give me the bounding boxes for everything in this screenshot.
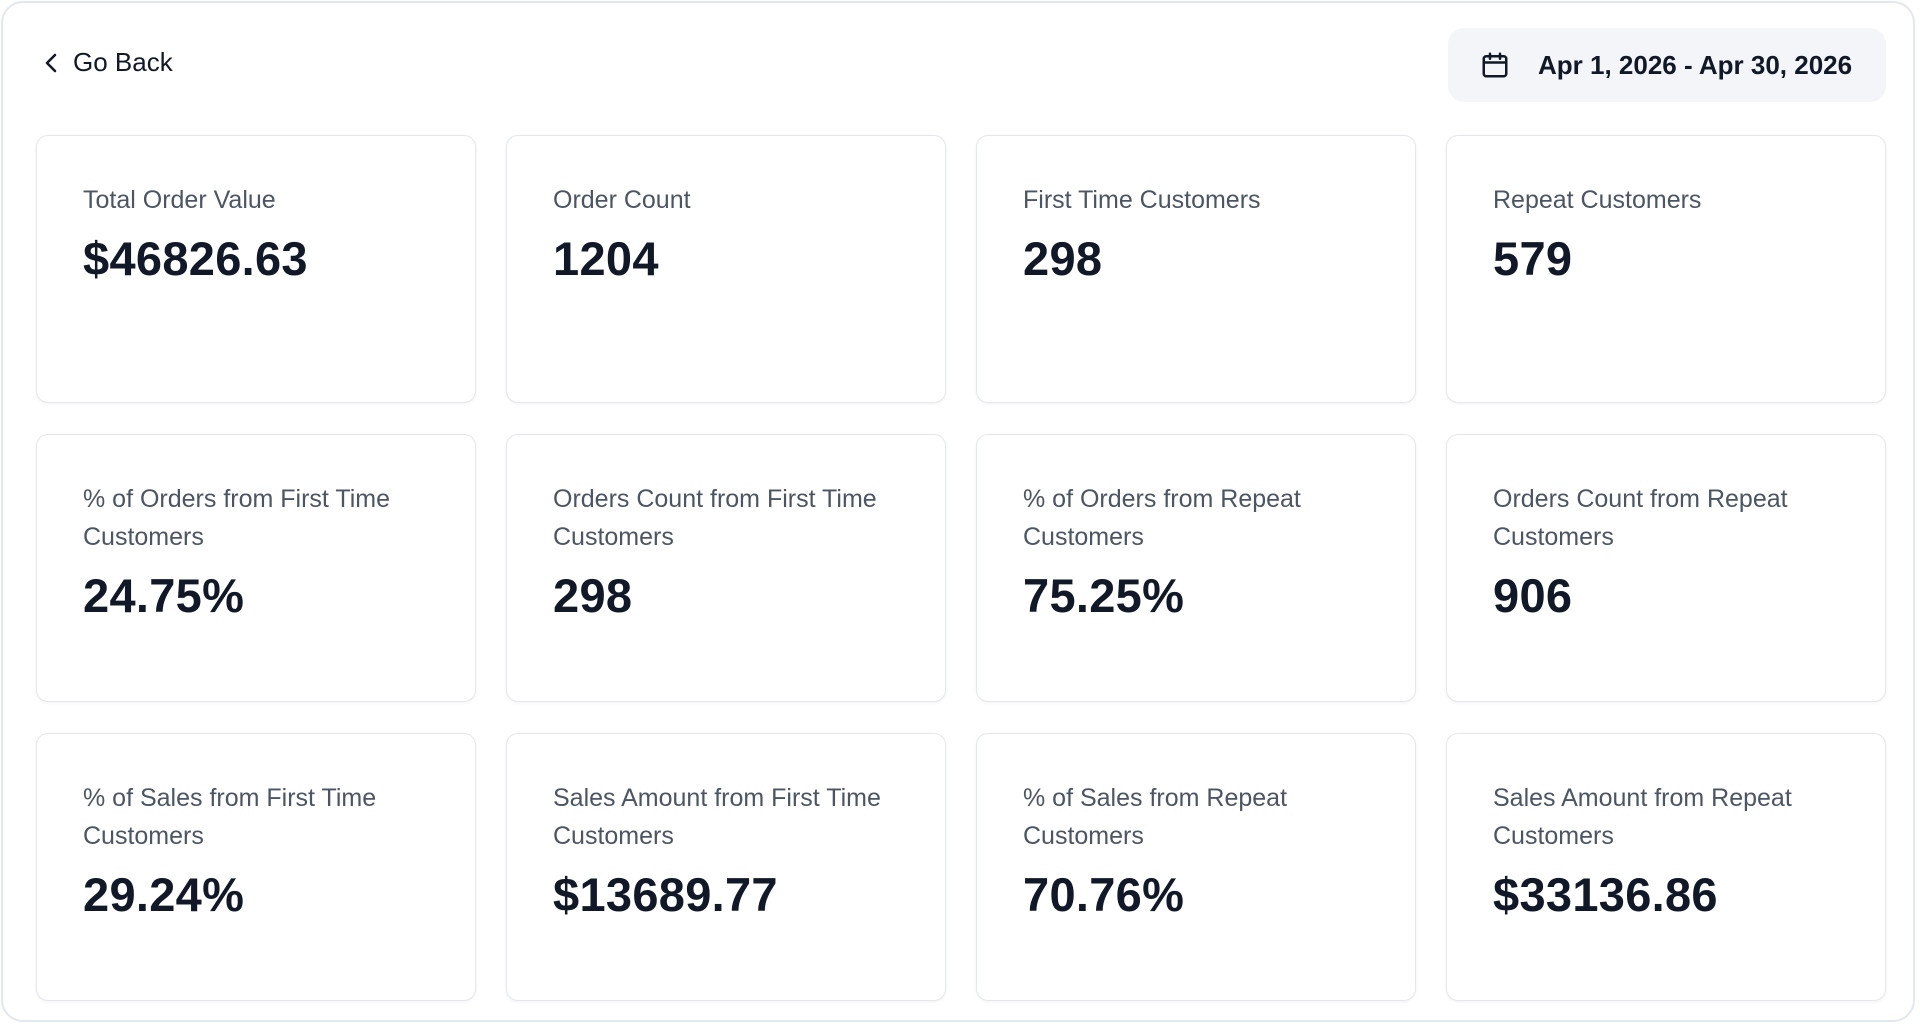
metric-label: % of Sales from First Time Customers [83,784,377,850]
metric-card: % of Sales from Repeat Customers 70.76% [976,733,1416,1001]
metric-value: 75.25% [1023,569,1185,622]
metric-label: First Time Customers [1023,186,1261,214]
metric-card: % of Orders from Repeat Customers 75.25% [976,434,1416,702]
metric-card: Orders Count from Repeat Customers 906 [1446,434,1886,702]
metric-label: Sales Amount from Repeat Customers [1493,784,1792,850]
metric-label: Order Count [553,186,691,214]
metric-value: $46826.63 [83,232,308,285]
metric-label: Sales Amount from First Time Customers [553,784,881,850]
date-range-label: Apr 1, 2026 - Apr 30, 2026 [1538,49,1853,80]
metric-card: Repeat Customers 579 [1446,135,1886,403]
go-back-button[interactable]: Go Back [43,47,173,78]
metric-card: Orders Count from First Time Customers 29… [506,434,946,702]
metric-label: Orders Count from First Time Customers [553,485,877,551]
go-back-label: Go Back [73,47,173,77]
metric-label: % of Orders from First Time Customers [83,485,390,551]
metric-label: Orders Count from Repeat Customers [1493,485,1788,551]
metric-card: Order Count 1204 [506,135,946,403]
metric-card: Total Order Value $46826.63 [36,135,476,403]
metrics-grid: Total Order Value $46826.63 Order Count 120… [36,135,1887,1001]
metric-value: 298 [1023,232,1103,285]
metric-value: 70.76% [1023,868,1185,921]
metric-value: $33136.86 [1493,868,1718,921]
metric-value: 29.24% [83,868,245,921]
date-range-picker[interactable]: Apr 1, 2026 - Apr 30, 2026 [1448,28,1886,102]
metric-card: % of Orders from First Time Customers 24.… [36,434,476,702]
metric-value: 1204 [553,232,659,285]
metric-label: % of Sales from Repeat Customers [1023,784,1288,850]
metric-card: % of Sales from First Time Customers 29.2… [36,733,476,1001]
metric-label: % of Orders from Repeat Customers [1023,485,1301,551]
chevron-left-icon [45,53,57,72]
metric-label: Total Order Value [83,186,276,214]
metric-value: 298 [553,569,633,622]
metric-value: $13689.77 [553,868,778,921]
metric-label: Repeat Customers [1493,186,1702,214]
metric-value: 906 [1493,569,1573,622]
metric-value: 24.75% [83,569,245,622]
metric-card: Sales Amount from Repeat Customers $33136… [1446,733,1886,1001]
metric-card: First Time Customers 298 [976,135,1416,403]
metric-card: Sales Amount from First Time Customers $1… [506,733,946,1001]
calendar-icon [1482,52,1508,78]
metric-value: 579 [1493,232,1573,285]
